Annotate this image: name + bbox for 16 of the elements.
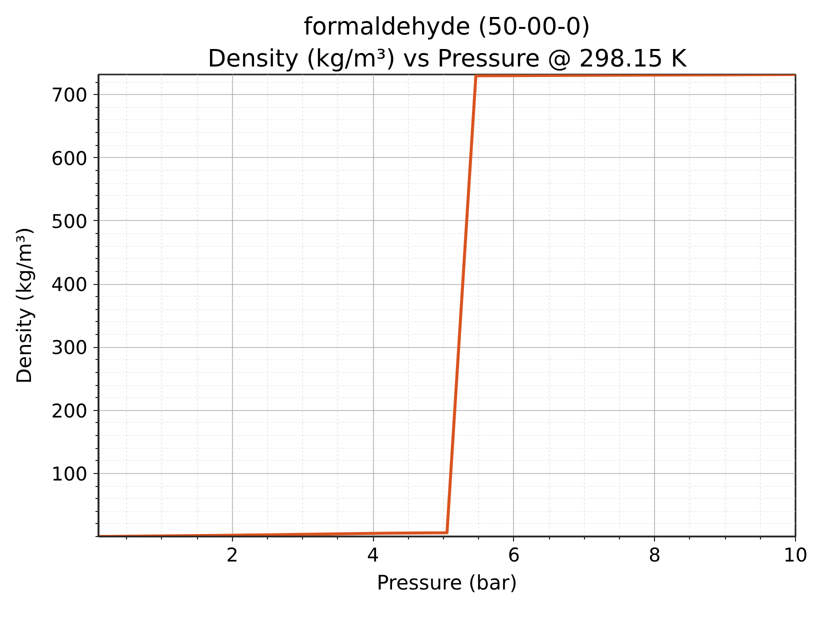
x-axis-title: Pressure (bar) (376, 570, 518, 594)
y-tick-label: 200 (51, 400, 88, 422)
x-tick-label: 4 (367, 544, 380, 566)
y-tick-label: 700 (51, 84, 88, 107)
x-tick-label: 6 (508, 544, 520, 566)
y-tick-label: 600 (51, 148, 88, 170)
y-tick-label: 300 (51, 337, 88, 360)
y-tick-label: 500 (51, 210, 88, 233)
x-tick-label: 8 (648, 544, 661, 566)
chart-title: formaldehyde (50-00-0) (304, 12, 590, 40)
chart-subtitle: Density (kg/m³) vs Pressure @ 298.15 K (208, 44, 688, 72)
x-tick-label: 10 (783, 544, 808, 566)
y-tick-label: 400 (51, 274, 88, 296)
y-tick-label: 100 (51, 463, 88, 486)
x-tick-label: 2 (226, 544, 238, 566)
y-axis-title: Density (kg/m³) (12, 227, 36, 384)
